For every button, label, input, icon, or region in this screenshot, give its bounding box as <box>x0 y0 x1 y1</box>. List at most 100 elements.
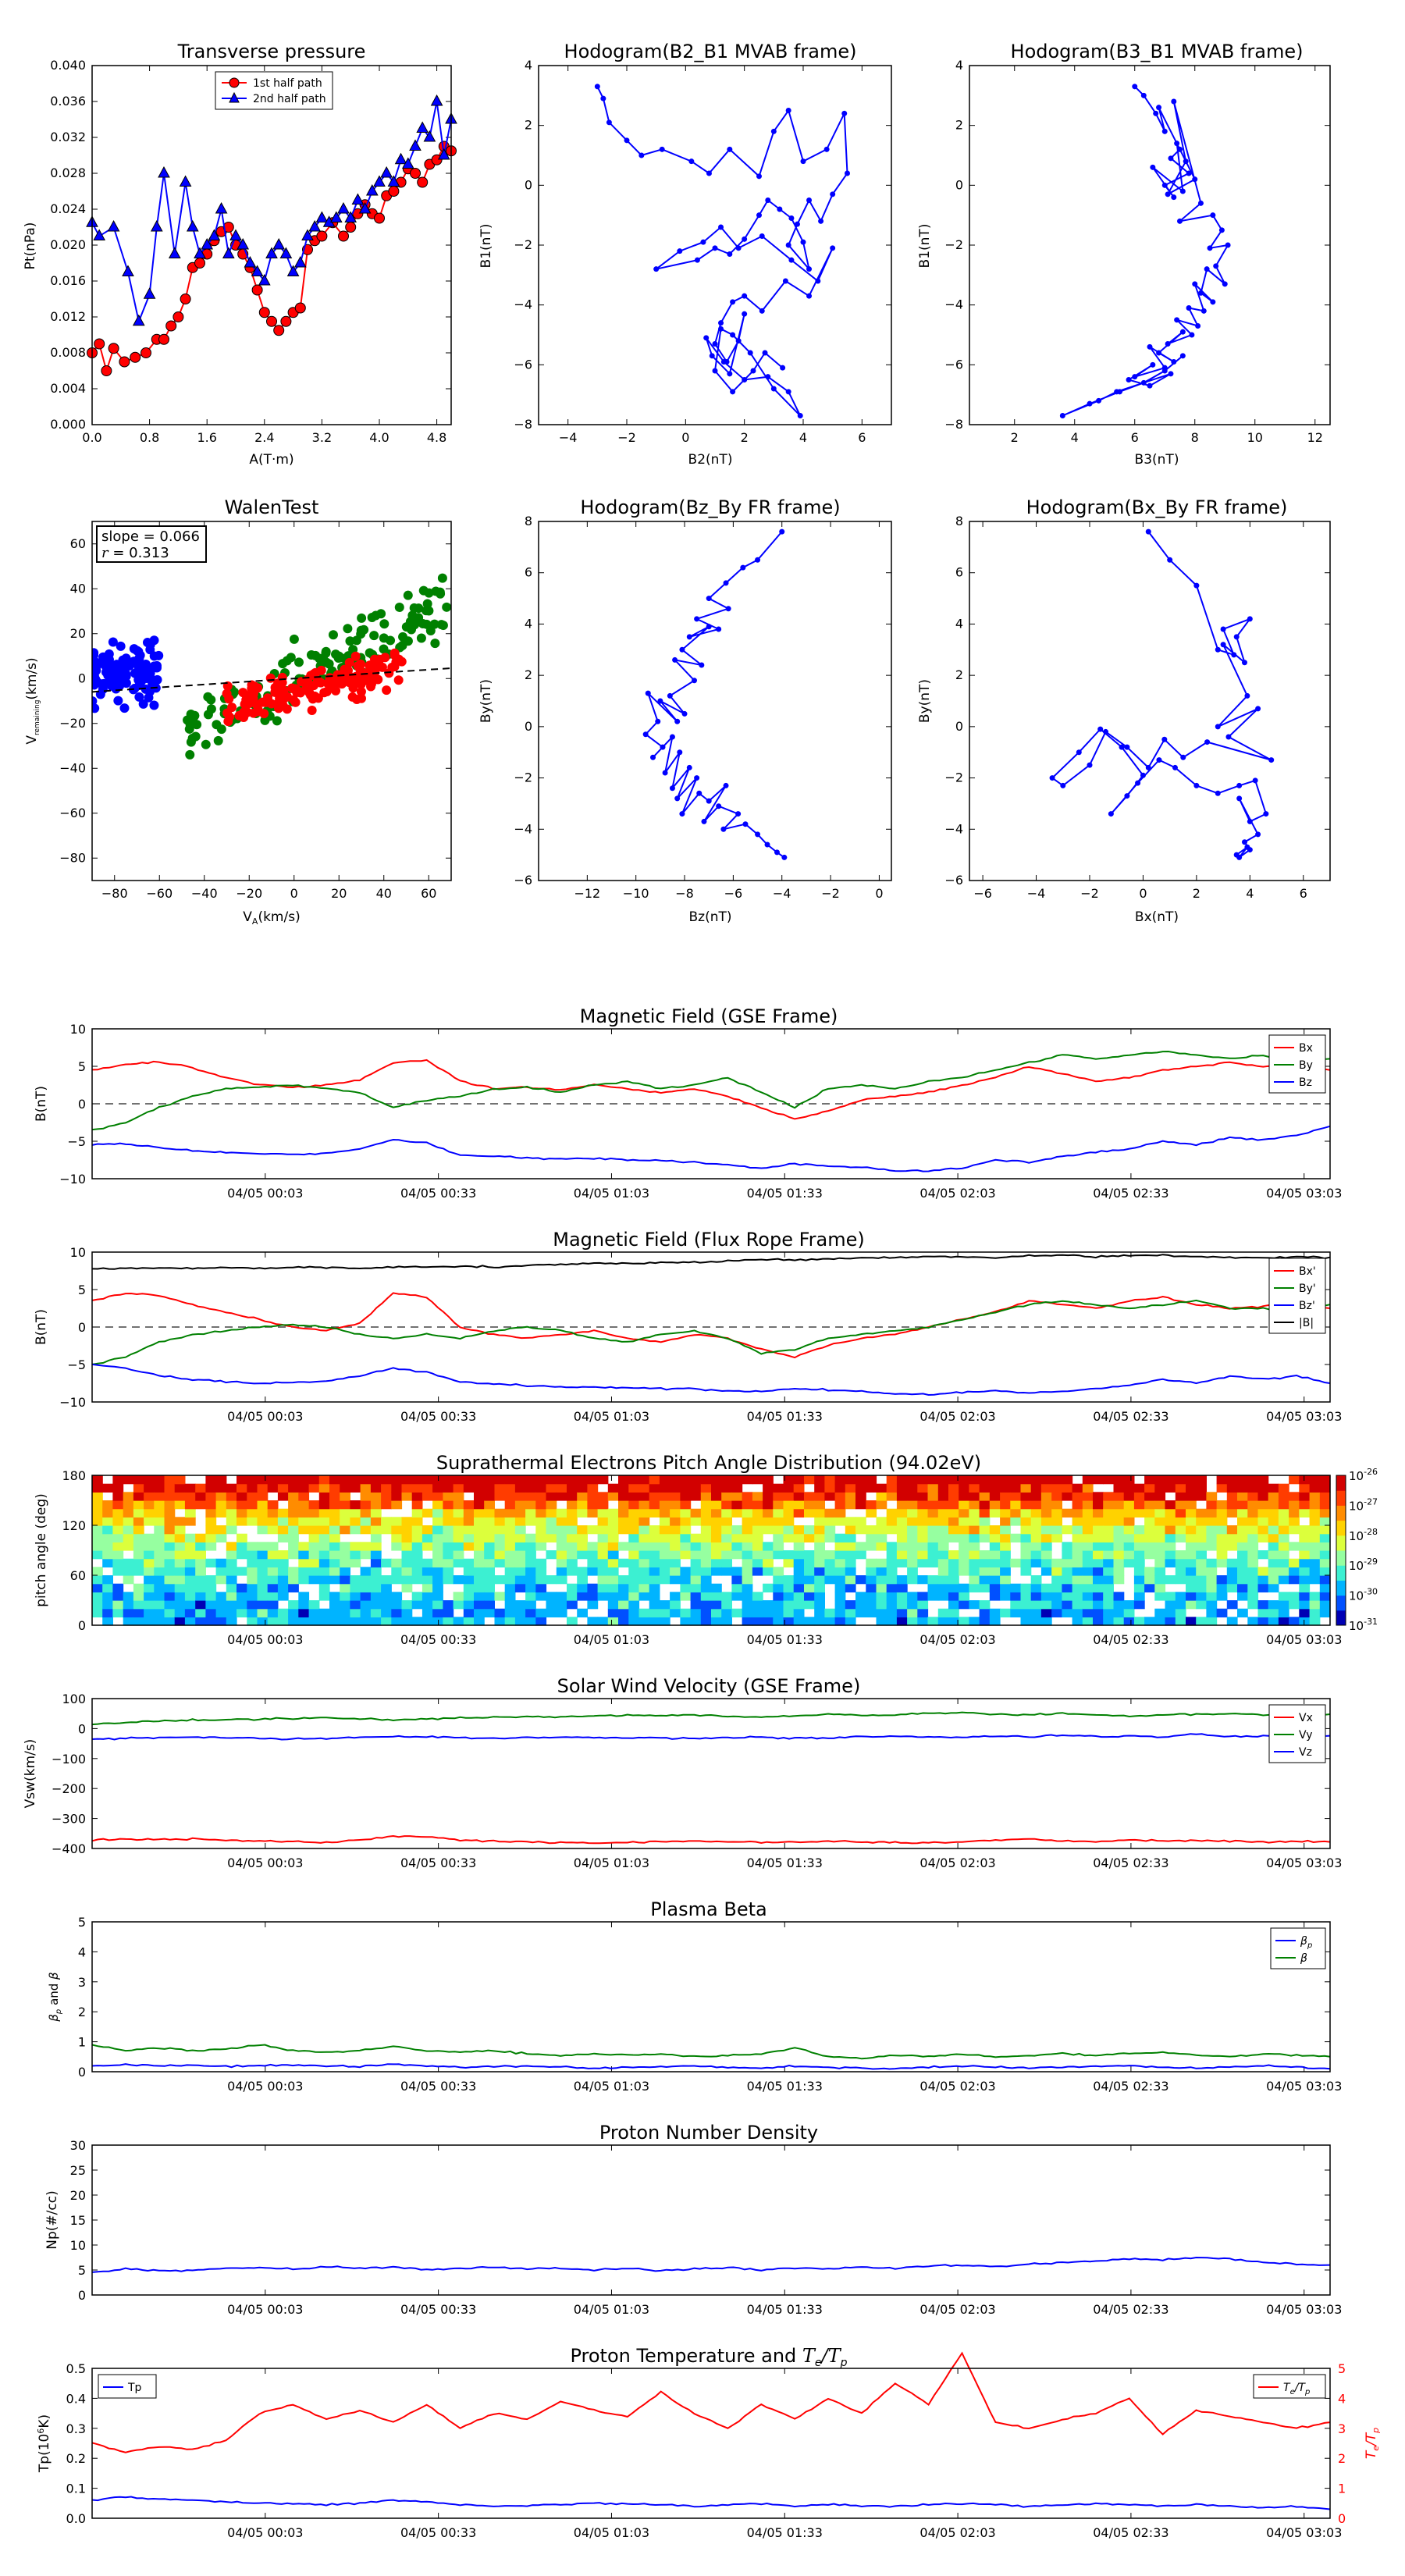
heatmap-cell <box>783 1583 795 1592</box>
heatmap-cell <box>618 1608 629 1617</box>
heatmap-cell <box>721 1475 732 1485</box>
hodogram-point <box>1156 350 1162 356</box>
heatmap-cell <box>350 1483 361 1493</box>
heatmap-cell <box>556 1567 567 1576</box>
heatmap-cell <box>329 1508 340 1517</box>
heatmap-cell <box>948 1567 959 1576</box>
heatmap-cell <box>959 1550 969 1560</box>
legend-label: Vz <box>1299 1746 1312 1759</box>
heatmap-cell <box>484 1525 495 1535</box>
heatmap-cell <box>463 1583 475 1592</box>
walen-point <box>242 707 252 717</box>
heatmap-cell <box>1247 1592 1259 1601</box>
heatmap-cell <box>969 1508 980 1517</box>
hodogram-point <box>1222 281 1228 287</box>
heatmap-cell <box>112 1567 124 1576</box>
heatmap-cell <box>215 1558 227 1567</box>
heatmap-cell <box>793 1500 805 1510</box>
heatmap-cell <box>773 1517 784 1526</box>
heatmap-cell <box>504 1492 516 1501</box>
heatmap-cell <box>226 1525 237 1535</box>
heatmap-cell <box>1165 1517 1176 1526</box>
hodogram-bx-by-title: Hodogram(Bx_By FR frame) <box>1026 496 1288 518</box>
heatmap-cell <box>959 1525 969 1535</box>
heatmap-cell <box>1319 1608 1331 1617</box>
heatmap-cell <box>804 1525 815 1535</box>
heatmap-cell <box>237 1583 247 1592</box>
heatmap-cell <box>1175 1492 1186 1501</box>
heatmap-cell <box>731 1583 743 1592</box>
heatmap-cell <box>525 1517 536 1526</box>
heatmap-cell <box>896 1525 908 1535</box>
heatmap-cell <box>133 1558 144 1567</box>
hodogram-point <box>1165 191 1171 197</box>
heatmap-cell <box>164 1567 176 1576</box>
heatmap-cell <box>391 1483 403 1493</box>
heatmap-cell <box>731 1567 743 1576</box>
heatmap-cell <box>1113 1517 1125 1526</box>
heatmap-cell <box>628 1617 640 1626</box>
heatmap-cell <box>422 1533 433 1542</box>
heatmap-cell <box>907 1517 918 1526</box>
legend-label: 1st half path <box>253 77 322 90</box>
heatmap-cell <box>443 1492 454 1501</box>
heatmap-cell <box>432 1500 443 1510</box>
heatmap-cell <box>763 1583 774 1592</box>
heatmap-cell <box>959 1592 969 1601</box>
heatmap-cell <box>237 1500 247 1510</box>
walen-point <box>92 650 99 660</box>
heatmap-cell <box>411 1475 423 1485</box>
heatmap-cell <box>959 1533 969 1542</box>
heatmap-cell <box>257 1508 269 1517</box>
heatmap-cell <box>257 1617 269 1626</box>
heatmap-cell <box>184 1617 196 1626</box>
heatmap-cell <box>474 1600 485 1610</box>
heatmap-cell <box>731 1483 743 1493</box>
walen-point <box>146 674 156 684</box>
heatmap-cell <box>937 1558 949 1567</box>
heatmap-cell <box>690 1600 702 1610</box>
te-tp-ylabel: Te/Tp <box>1364 2428 1381 2459</box>
heatmap-cell <box>1268 1483 1279 1493</box>
heatmap-cell <box>195 1533 206 1542</box>
heatmap-cell <box>463 1542 475 1551</box>
heatmap-cell <box>308 1542 320 1551</box>
heatmap-cell <box>1309 1592 1321 1601</box>
heatmap-cell <box>164 1533 176 1542</box>
heatmap-cell <box>1103 1550 1114 1560</box>
heatmap-cell <box>618 1558 629 1567</box>
heatmap-cell <box>1257 1508 1269 1517</box>
data-point <box>132 314 145 326</box>
heatmap-cell <box>979 1533 991 1542</box>
series-1 <box>91 1050 1331 1131</box>
data-point <box>272 237 286 250</box>
heatmap-cell <box>484 1500 495 1510</box>
heatmap-cell <box>1062 1475 1073 1485</box>
heatmap-cell <box>237 1608 247 1617</box>
hodogram-point <box>1087 400 1093 407</box>
heatmap-cell <box>1309 1575 1321 1585</box>
heatmap-cell <box>763 1483 774 1493</box>
heatmap-cell <box>1082 1533 1094 1542</box>
heatmap-cell <box>855 1500 866 1510</box>
heatmap-cell <box>1319 1567 1331 1576</box>
heatmap-cell <box>298 1567 310 1576</box>
heatmap-cell <box>1133 1592 1145 1601</box>
heatmap-cell <box>783 1492 795 1501</box>
heatmap-cell <box>752 1517 763 1526</box>
heatmap-cell <box>773 1483 784 1493</box>
heatmap-cell <box>989 1500 1001 1510</box>
heatmap-cell <box>102 1575 113 1585</box>
walen-point <box>297 677 307 687</box>
heatmap-cell <box>247 1608 258 1617</box>
axes-frame <box>969 521 1331 881</box>
heatmap-cell <box>1123 1542 1135 1551</box>
heatmap-cell <box>690 1542 702 1551</box>
heatmap-cell <box>834 1558 846 1567</box>
x-tick-label: 4.8 <box>427 430 446 445</box>
heatmap-cell <box>123 1492 134 1501</box>
heatmap-cell <box>649 1558 660 1567</box>
heatmap-cell <box>773 1592 784 1601</box>
heatmap-cell <box>123 1567 134 1576</box>
heatmap-cell <box>184 1567 196 1576</box>
